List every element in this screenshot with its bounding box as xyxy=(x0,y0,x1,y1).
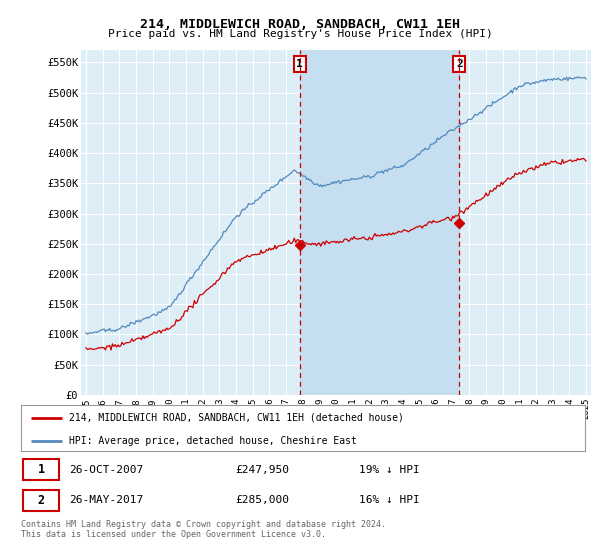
Text: £247,950: £247,950 xyxy=(235,465,289,475)
Text: 214, MIDDLEWICH ROAD, SANDBACH, CW11 1EH: 214, MIDDLEWICH ROAD, SANDBACH, CW11 1EH xyxy=(140,18,460,31)
Text: Price paid vs. HM Land Registry's House Price Index (HPI): Price paid vs. HM Land Registry's House … xyxy=(107,29,493,39)
FancyBboxPatch shape xyxy=(23,489,59,511)
Text: 19% ↓ HPI: 19% ↓ HPI xyxy=(359,465,420,475)
FancyBboxPatch shape xyxy=(23,459,59,480)
Text: 1: 1 xyxy=(296,59,303,69)
Bar xyxy=(299,50,460,395)
Text: 26-MAY-2017: 26-MAY-2017 xyxy=(69,495,143,505)
Text: 26-OCT-2007: 26-OCT-2007 xyxy=(69,465,143,475)
Text: HPI: Average price, detached house, Cheshire East: HPI: Average price, detached house, Ches… xyxy=(69,436,357,446)
Text: 16% ↓ HPI: 16% ↓ HPI xyxy=(359,495,420,505)
Text: 2: 2 xyxy=(456,59,463,69)
Text: 214, MIDDLEWICH ROAD, SANDBACH, CW11 1EH (detached house): 214, MIDDLEWICH ROAD, SANDBACH, CW11 1EH… xyxy=(69,413,404,423)
Text: 2: 2 xyxy=(37,493,44,507)
Text: 1: 1 xyxy=(37,463,44,477)
Text: £285,000: £285,000 xyxy=(235,495,289,505)
Text: Contains HM Land Registry data © Crown copyright and database right 2024.
This d: Contains HM Land Registry data © Crown c… xyxy=(21,520,386,539)
